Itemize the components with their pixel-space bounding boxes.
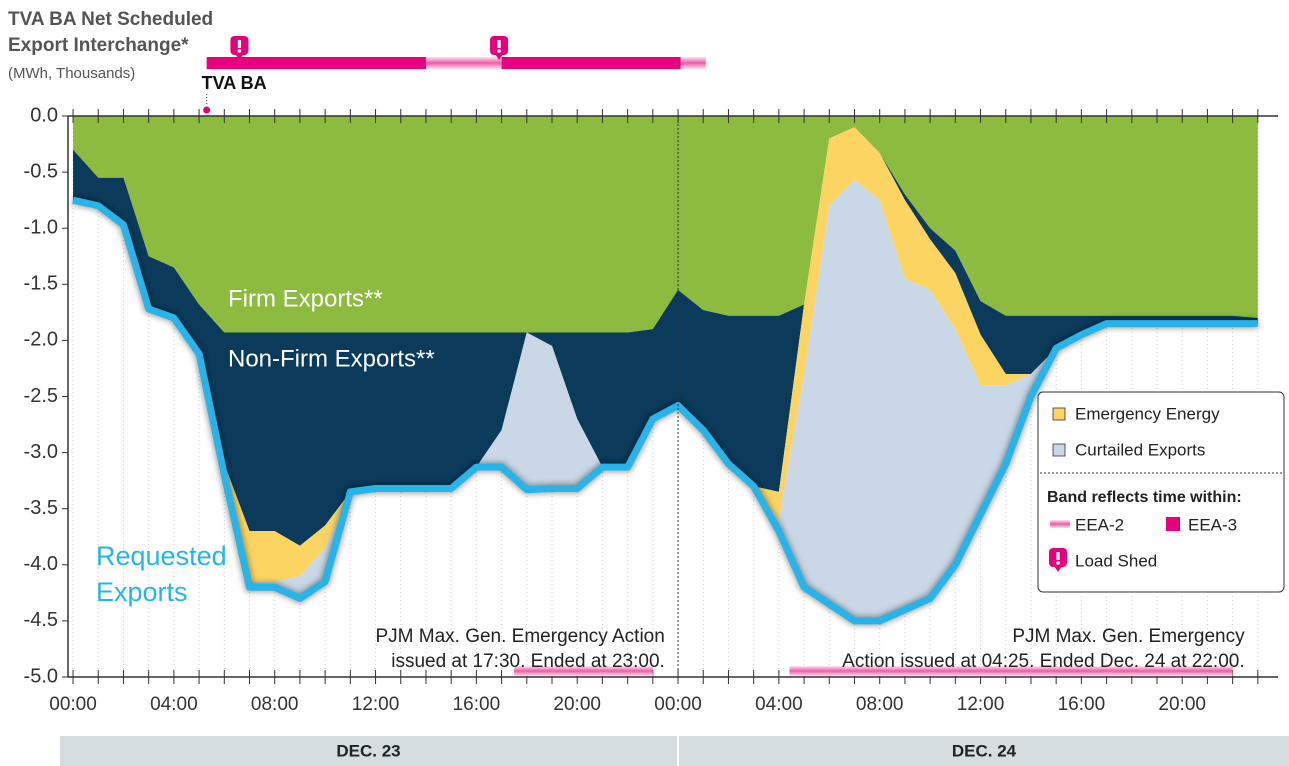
load-shed-marker xyxy=(1049,548,1067,572)
load-shed-icon xyxy=(497,49,501,53)
y-tick-label: -5.0 xyxy=(24,665,58,687)
legend-label: EEA-2 xyxy=(1075,515,1124,534)
day-label: DEC. 23 xyxy=(336,741,400,760)
legend-swatch xyxy=(1052,407,1066,421)
x-tick-label: 00:00 xyxy=(49,694,97,715)
eea-band xyxy=(514,666,653,676)
legend-label: Load Shed xyxy=(1075,551,1157,570)
y-tick-label: -3.5 xyxy=(24,497,58,519)
legend-label: Curtailed Exports xyxy=(1075,440,1205,459)
annotation: Action issued at 04:25. Ended Dec. 24 at… xyxy=(842,651,1244,672)
area xyxy=(73,179,1258,621)
y-tick-label: -1.5 xyxy=(24,273,58,295)
x-tick-label: 16:00 xyxy=(453,694,501,715)
day-label: DEC. 24 xyxy=(952,741,1017,760)
chart-subtitle: (MWh, Thousands) xyxy=(8,65,135,82)
x-tick-label: 08:00 xyxy=(856,694,904,715)
chart-title: TVA BA Net Scheduled xyxy=(8,9,213,30)
load-shed-icon xyxy=(1054,566,1062,572)
y-tick-label: -4.5 xyxy=(24,609,58,631)
y-tick-label: -0.5 xyxy=(24,160,58,182)
x-tick-label: 04:00 xyxy=(755,694,803,715)
load-shed-icon xyxy=(495,54,504,60)
legend-box xyxy=(1037,391,1285,593)
y-tick-label: -1.0 xyxy=(24,216,58,238)
load-shed-icon xyxy=(1056,552,1060,560)
eea-band xyxy=(680,57,706,69)
day-band xyxy=(60,736,678,766)
load-shed-icon xyxy=(237,40,242,48)
x-tick-label: 08:00 xyxy=(251,694,299,715)
eea-band xyxy=(501,57,681,69)
area xyxy=(73,116,1258,333)
x-tick-label: 20:00 xyxy=(553,694,601,715)
load-shed-marker xyxy=(230,36,249,60)
chart-title: Export Interchange* xyxy=(8,35,189,56)
y-tick-label: 0.0 xyxy=(30,104,58,126)
x-tick-label: 00:00 xyxy=(654,694,702,715)
legend-swatch xyxy=(1166,517,1180,531)
series-label: Non-Firm Exports** xyxy=(228,345,435,372)
x-tick-label: 16:00 xyxy=(1058,694,1106,715)
legend-label: EEA-3 xyxy=(1188,515,1237,534)
eea-band xyxy=(206,57,426,69)
series-label: Firm Exports** xyxy=(228,285,383,312)
day-band xyxy=(679,736,1289,766)
line xyxy=(72,196,1258,625)
band-row-label: TVA BA xyxy=(202,73,267,93)
area xyxy=(73,127,1258,546)
x-tick-label: 04:00 xyxy=(150,694,198,715)
legend-title: Band reflects time within: xyxy=(1047,489,1242,506)
annotation: issued at 17:30. Ended at 23:00. xyxy=(391,651,665,672)
y-tick-label: -4.0 xyxy=(24,553,58,575)
eea-band xyxy=(789,666,1233,676)
load-shed-icon xyxy=(237,49,242,53)
load-shed-icon xyxy=(235,54,244,60)
legend-swatch xyxy=(1052,443,1066,457)
annotation: PJM Max. Gen. Emergency Action xyxy=(375,626,664,647)
load-shed-marker xyxy=(490,36,509,60)
load-shed-icon xyxy=(1056,561,1060,565)
requested-exports-label: Requested Exports xyxy=(96,541,227,607)
x-tick-label: 12:00 xyxy=(352,694,400,715)
y-tick-label: -3.0 xyxy=(24,441,58,463)
y-tick-label: -2.5 xyxy=(24,385,58,407)
legend-swatch xyxy=(1050,520,1070,528)
band-pointer-dot xyxy=(202,105,212,115)
x-tick-label: 12:00 xyxy=(957,694,1005,715)
load-shed-icon xyxy=(497,40,501,48)
legend-label: Emergency Energy xyxy=(1075,404,1220,423)
annotation: PJM Max. Gen. Emergency xyxy=(1012,626,1245,647)
y-tick-label: -2.0 xyxy=(24,329,58,351)
x-tick-label: 20:00 xyxy=(1158,694,1206,715)
eea-band xyxy=(425,57,502,69)
